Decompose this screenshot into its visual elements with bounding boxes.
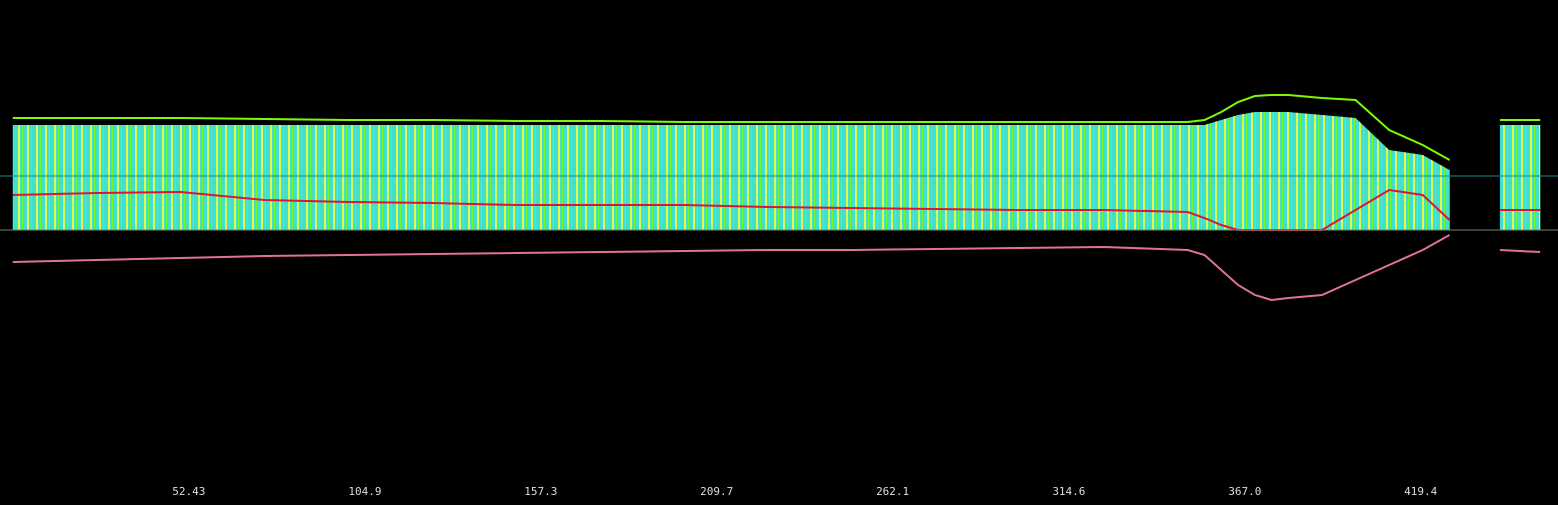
x-tick-label: 419.4: [1404, 485, 1437, 498]
area-stripes: [12, 112, 1541, 230]
series-line: [12, 234, 1541, 302]
x-tick-label: 52.43: [172, 485, 205, 498]
x-tick-label: 262.1: [876, 485, 909, 498]
x-tick-label: 104.9: [348, 485, 381, 498]
series-line: [12, 94, 1541, 161]
x-tick-label: 157.3: [524, 485, 557, 498]
x-tick-label: 209.7: [700, 485, 733, 498]
x-tick-label: 314.6: [1052, 485, 1085, 498]
x-tick-label: 367.0: [1228, 485, 1261, 498]
